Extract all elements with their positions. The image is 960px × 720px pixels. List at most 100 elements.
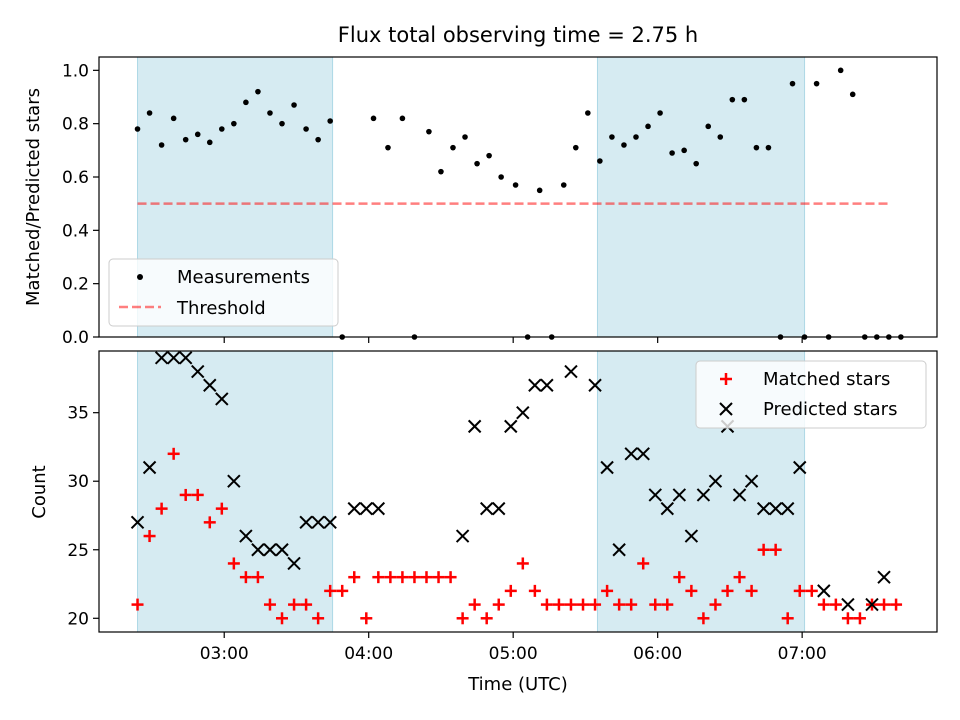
legend-measurements-marker (137, 274, 143, 280)
predicted-stars-point (877, 570, 891, 584)
predicted-stars-point (756, 501, 771, 516)
measurement-point (498, 174, 504, 180)
measurement-point (572, 144, 579, 151)
measurement-point (303, 126, 309, 132)
matched-stars-point (540, 598, 553, 611)
matched-stars-point (420, 571, 433, 584)
predicted-stars-point (275, 543, 289, 557)
predicted-stars-point (817, 584, 831, 598)
matched-stars-point (878, 598, 891, 611)
ratio-panel-shaded-bands (137, 56, 806, 338)
measurement-point (206, 139, 213, 146)
measurement-point (729, 96, 736, 103)
predicted-stars-point (299, 515, 313, 530)
measurement-point (315, 136, 321, 143)
count-panel-y-tick-label: 35 (67, 404, 89, 424)
matched-stars-point (492, 598, 505, 611)
legend-predicted-marker (719, 402, 733, 416)
measurement-point (267, 110, 273, 116)
predicted-stars-point (768, 501, 783, 516)
matched-stars-point (468, 598, 481, 611)
predicted-stars-point (672, 488, 687, 502)
ratio-panel-y-tick-label: 0.0 (62, 328, 89, 348)
matched-stars-point (432, 571, 445, 584)
predicted-stars-point (311, 515, 325, 530)
measurement-point (399, 115, 406, 122)
ratio-panel-y-axis: 0.0 0.2 0.4 0.6 0.8 1.0 (62, 61, 99, 348)
predicted-stars-point (516, 405, 530, 420)
count-legend: Matched stars Predicted stars (695, 360, 927, 429)
matched-stars-point (564, 598, 577, 611)
predicted-stars-point (467, 419, 482, 434)
matched-stars-point (697, 612, 710, 625)
measurements-series (134, 67, 904, 340)
matched-stars-point (625, 598, 638, 611)
predicted-stars-point (227, 474, 241, 488)
measurement-point (657, 110, 663, 116)
predicted-stars-point (323, 515, 337, 530)
x-axis-label: Time (UTC) (467, 674, 568, 695)
measurement-point (621, 142, 627, 148)
legend-matched-marker (720, 373, 732, 385)
predicted-stars-point (142, 460, 157, 475)
predicted-stars-point (612, 543, 626, 557)
predicted-stars-point (732, 488, 747, 502)
measurement-point (585, 110, 591, 116)
predicted-stars-point (708, 474, 723, 488)
measurement-point (385, 144, 391, 151)
measurement-point (681, 147, 687, 154)
matched-stars-point (348, 571, 361, 584)
measurement-point (717, 134, 724, 140)
matched-stars-point (805, 584, 818, 597)
matched-stars-point (528, 584, 541, 597)
ratio-panel-y-tick-label: 0.8 (62, 115, 89, 135)
matched-stars-point (203, 516, 216, 529)
matched-stars-point (276, 612, 289, 625)
shaded-band (596, 56, 806, 338)
matched-stars-point (155, 502, 168, 515)
predicted-stars-point (371, 501, 386, 516)
count-panel-y-label: Count (29, 465, 50, 518)
measurement-point (474, 160, 480, 167)
matched-stars-point (769, 543, 782, 556)
matched-stars-point (552, 598, 565, 611)
matched-stars-point (312, 612, 325, 625)
matched-stars-point (613, 598, 626, 611)
shaded-band (137, 350, 334, 633)
matched-stars-point (396, 571, 409, 584)
measurement-point (182, 136, 189, 143)
measurement-point (194, 131, 201, 138)
measurement-point (438, 168, 444, 175)
matched-stars-point (781, 612, 794, 625)
matched-stars-point (841, 612, 854, 625)
measurement-point (231, 120, 237, 127)
matched-stars-point (757, 543, 770, 556)
matched-stars-point (239, 571, 252, 584)
predicted-stars-point (660, 501, 675, 516)
measurement-point (669, 150, 675, 156)
measurement-point (597, 158, 603, 164)
count-panel-x-tick-label: 03:00 (200, 644, 249, 664)
ratio-panel-x-ticks (223, 337, 803, 343)
measurement-point (536, 187, 543, 194)
matched-stars-point (721, 584, 734, 597)
predicted-stars-point (600, 460, 614, 475)
predicted-stars-point (178, 351, 193, 365)
ratio-panel-y-tick-label: 0.6 (62, 168, 89, 188)
predicted-stars-point (166, 351, 181, 365)
measurement-point (170, 115, 177, 122)
predicted-stars-point (696, 488, 711, 502)
count-panel-x-tick-label: 04:00 (344, 644, 393, 664)
count-panel-frame (98, 350, 938, 633)
matched-stars-point (817, 598, 830, 611)
count-panel-y-tick-label: 25 (67, 541, 89, 561)
measurement-point (753, 144, 760, 151)
measurement-point (741, 96, 748, 103)
matched-stars-point (360, 612, 373, 625)
measurement-point (645, 123, 651, 130)
predicted-stars-point (528, 378, 542, 392)
legend-predicted-label: Predicted stars (763, 399, 897, 420)
count-panel-x-tick-label: 07:00 (778, 644, 827, 664)
ratio-legend-frame (108, 258, 339, 327)
matched-stars-point (300, 598, 313, 611)
